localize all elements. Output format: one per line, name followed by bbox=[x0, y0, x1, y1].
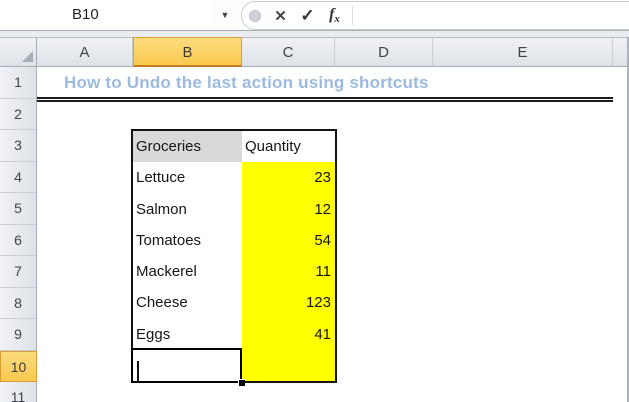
column-header-c[interactable]: C bbox=[242, 37, 335, 67]
cell-quantity-header[interactable]: Quantity bbox=[242, 131, 335, 163]
name-box[interactable]: B10 bbox=[0, 0, 212, 30]
sheet-title-cell[interactable]: How to Undo the last action using shortc… bbox=[64, 73, 429, 92]
cell-quantity[interactable]: 11 bbox=[242, 256, 335, 288]
row-header-2[interactable]: 2 bbox=[0, 98, 37, 130]
formula-bar: ✕ ✓ fx bbox=[241, 1, 629, 30]
cell-grocery[interactable]: Lettuce bbox=[136, 169, 186, 187]
insert-function-button[interactable]: fx bbox=[321, 2, 348, 29]
cell-grocery[interactable]: Cheese bbox=[136, 294, 188, 312]
cell-c10-empty[interactable] bbox=[242, 349, 335, 381]
double-underline bbox=[37, 97, 613, 102]
fill-handle[interactable] bbox=[237, 378, 245, 386]
formula-input[interactable] bbox=[357, 2, 629, 29]
text-cursor bbox=[137, 361, 139, 383]
row-header-6[interactable]: 6 bbox=[0, 224, 37, 256]
select-all-corner[interactable] bbox=[0, 37, 37, 67]
window-right-edge bbox=[627, 37, 629, 402]
row-header-4[interactable]: 4 bbox=[0, 161, 37, 193]
row-header-10[interactable]: 10 bbox=[0, 350, 37, 382]
column-header-d[interactable]: D bbox=[335, 37, 433, 67]
column-header-a[interactable]: A bbox=[37, 37, 133, 67]
fx-icon: fx bbox=[329, 6, 340, 25]
cell-quantity[interactable]: 23 bbox=[242, 162, 335, 194]
formula-bar-cap-icon bbox=[249, 9, 261, 22]
cell-groceries-header[interactable]: Groceries bbox=[133, 131, 242, 163]
row-header-8[interactable]: 8 bbox=[0, 287, 37, 319]
row-header-9[interactable]: 9 bbox=[0, 319, 37, 351]
cell-grocery[interactable]: Salmon bbox=[136, 200, 187, 218]
row-header-5[interactable]: 5 bbox=[0, 193, 37, 225]
cell-quantity[interactable]: 54 bbox=[242, 224, 335, 256]
cell-grocery[interactable]: Eggs bbox=[136, 325, 171, 343]
row-header-11[interactable]: 11 bbox=[0, 382, 37, 402]
select-all-triangle-icon bbox=[22, 51, 33, 62]
cell-grocery[interactable]: Mackerel bbox=[136, 263, 197, 281]
column-header-b[interactable]: B bbox=[133, 37, 242, 67]
active-cell-selection[interactable] bbox=[131, 348, 245, 386]
column-header-e[interactable]: E bbox=[433, 37, 613, 67]
formula-bar-divider bbox=[352, 6, 353, 25]
name-box-dropdown-icon[interactable]: ▼ bbox=[220, 10, 230, 20]
enter-icon: ✓ bbox=[300, 5, 315, 25]
row-header-1[interactable]: 1 bbox=[0, 67, 37, 99]
cell-quantity[interactable]: 41 bbox=[242, 318, 335, 350]
enter-button[interactable]: ✓ bbox=[294, 2, 321, 29]
cell-quantity[interactable]: 12 bbox=[242, 193, 335, 225]
toolbar-spacer bbox=[0, 31, 629, 37]
cancel-icon: ✕ bbox=[274, 7, 287, 25]
groceries-table: Groceries Quantity Lettuce 23 Salmon 12 … bbox=[131, 129, 337, 383]
cell-quantity[interactable]: 123 bbox=[242, 287, 335, 319]
row-header-3[interactable]: 3 bbox=[0, 130, 37, 162]
cell-grocery[interactable]: Tomatoes bbox=[136, 231, 202, 249]
row-header-7[interactable]: 7 bbox=[0, 256, 37, 288]
formula-toolbar: B10 ▼ ✕ ✓ fx bbox=[0, 0, 629, 31]
cancel-button[interactable]: ✕ bbox=[267, 2, 294, 29]
